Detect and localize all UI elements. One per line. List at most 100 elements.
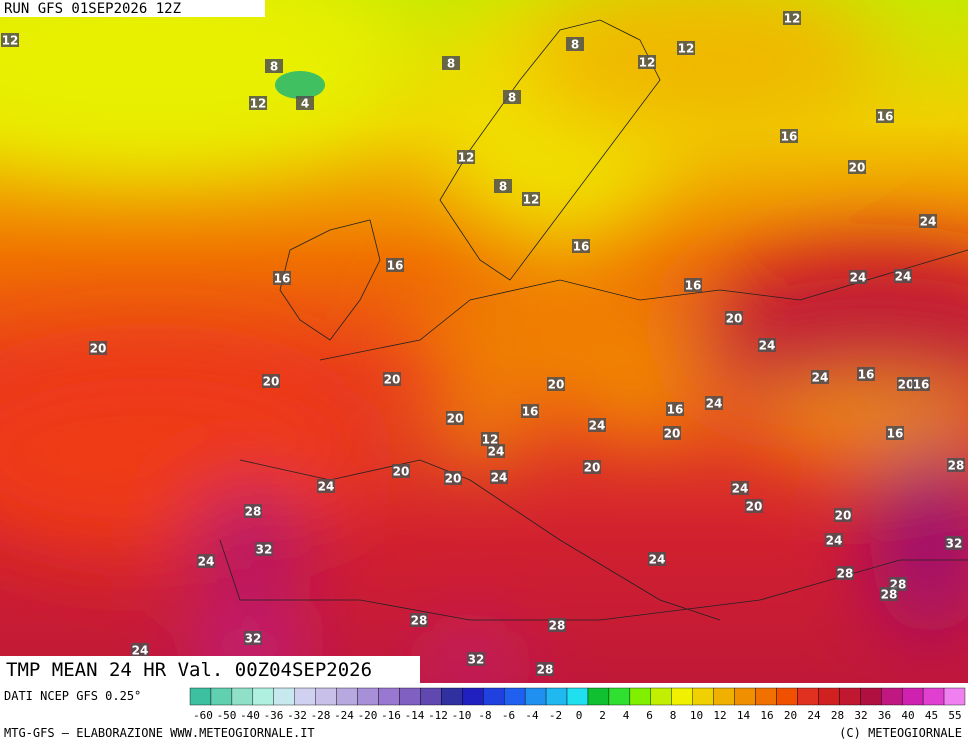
label-box — [758, 338, 776, 352]
colorbar-label: 45 — [925, 709, 938, 722]
label-box — [912, 377, 930, 391]
colorbar-swatch — [860, 687, 882, 706]
contour-label: 8 — [447, 57, 455, 71]
label-box — [522, 192, 540, 206]
contour-label: 12 — [2, 34, 19, 48]
label-box — [317, 479, 335, 493]
credit-text: MTG-GFS — ELABORAZIONE WWW.METEOGIORNALE… — [4, 726, 315, 740]
colorbar-label: -4 — [525, 709, 539, 722]
contour-label: 28 — [245, 505, 262, 519]
label-box — [244, 631, 262, 645]
label-box — [731, 481, 749, 495]
label-box — [494, 179, 512, 193]
colorbar-swatch — [483, 687, 505, 706]
colorbar-label: 32 — [854, 709, 867, 722]
contour-label: 24 — [826, 534, 843, 548]
contour-label: 12 — [458, 151, 475, 165]
contour-label: 20 — [584, 461, 601, 475]
colorbar-label: -60 — [193, 709, 213, 722]
colorbar-swatch — [650, 687, 672, 706]
label-box — [262, 374, 280, 388]
header-box — [0, 0, 265, 17]
colorbar-swatch — [336, 687, 358, 706]
label-box — [487, 444, 505, 458]
colorbar-label: 40 — [901, 709, 914, 722]
contour-label: 20 — [445, 472, 462, 486]
colorbar-swatch — [399, 687, 421, 706]
colorbar-label: 20 — [784, 709, 797, 722]
label-box — [572, 239, 590, 253]
label-box — [897, 377, 915, 391]
label-box — [273, 271, 291, 285]
contour-label: 24 — [706, 397, 723, 411]
label-box — [383, 372, 401, 386]
contour-label: 20 — [393, 465, 410, 479]
label-box — [255, 542, 273, 556]
contour-label: 16 — [573, 240, 590, 254]
contour-label: 24 — [198, 555, 215, 569]
colorbar-label: -2 — [549, 709, 562, 722]
colorbar-label: 10 — [690, 709, 703, 722]
label-box — [548, 618, 566, 632]
contour-label: 12 — [784, 12, 801, 26]
colorbar-swatch — [441, 687, 463, 706]
colorbar-label: 28 — [831, 709, 844, 722]
colorbar-label: -50 — [217, 709, 237, 722]
label-box — [919, 214, 937, 228]
colorbar-label: -6 — [502, 709, 515, 722]
colorbar-swatch — [462, 687, 484, 706]
label-box — [638, 55, 656, 69]
contour-label: 20 — [548, 378, 565, 392]
colorbar-swatch — [671, 687, 693, 706]
contour-label: 32 — [245, 632, 262, 646]
label-box — [684, 278, 702, 292]
label-box — [725, 311, 743, 325]
label-box — [481, 432, 499, 446]
label-box — [849, 270, 867, 284]
contour-label: 16 — [887, 427, 904, 441]
label-box — [249, 96, 267, 110]
copyright-text: (C) METEOGIORNALE — [839, 726, 962, 740]
contour-label: 28 — [549, 619, 566, 633]
colorbar-swatch — [524, 687, 547, 706]
label-box — [945, 536, 963, 550]
contour-label: 16 — [387, 259, 404, 273]
colorbar-swatch — [881, 687, 903, 706]
label-box — [848, 160, 866, 174]
colorbar-label: 36 — [878, 709, 891, 722]
contour-label: 24 — [759, 339, 776, 353]
colorbar-swatch — [503, 687, 526, 706]
contour-label: 24 — [732, 482, 749, 496]
iceland-cold-spot — [275, 71, 325, 99]
contour-label: 24 — [132, 644, 149, 658]
contour-label: 16 — [877, 110, 894, 124]
colorbar-swatch — [608, 687, 631, 706]
colorbar-swatch — [776, 687, 798, 706]
contour-label: 32 — [468, 653, 485, 667]
colorbar-swatch — [566, 687, 589, 706]
colorbar-label: -24 — [334, 709, 354, 722]
contour-label: 28 — [881, 588, 898, 602]
label-box — [825, 533, 843, 547]
colorbar-swatch — [713, 687, 735, 706]
colorbar-label: 0 — [576, 709, 583, 722]
label-box — [880, 587, 898, 601]
colorbar-swatch — [189, 687, 212, 706]
colorbar-label: -16 — [381, 709, 401, 722]
contour-label: 20 — [384, 373, 401, 387]
colorbar-label: 14 — [737, 709, 751, 722]
colorbar-swatch — [210, 687, 233, 706]
run-title: RUN GFS 01SEP2026 12Z — [4, 1, 181, 17]
label-box — [467, 652, 485, 666]
contour-label: 28 — [411, 614, 428, 628]
contour-label: 8 — [508, 91, 516, 105]
contour-label: 20 — [664, 427, 681, 441]
contour-label: 20 — [726, 312, 743, 326]
label-box — [490, 470, 508, 484]
label-box — [834, 508, 852, 522]
colorbar-label: 6 — [646, 709, 653, 722]
label-box — [886, 426, 904, 440]
label-box — [197, 554, 215, 568]
contour-label: 12 — [639, 56, 656, 70]
